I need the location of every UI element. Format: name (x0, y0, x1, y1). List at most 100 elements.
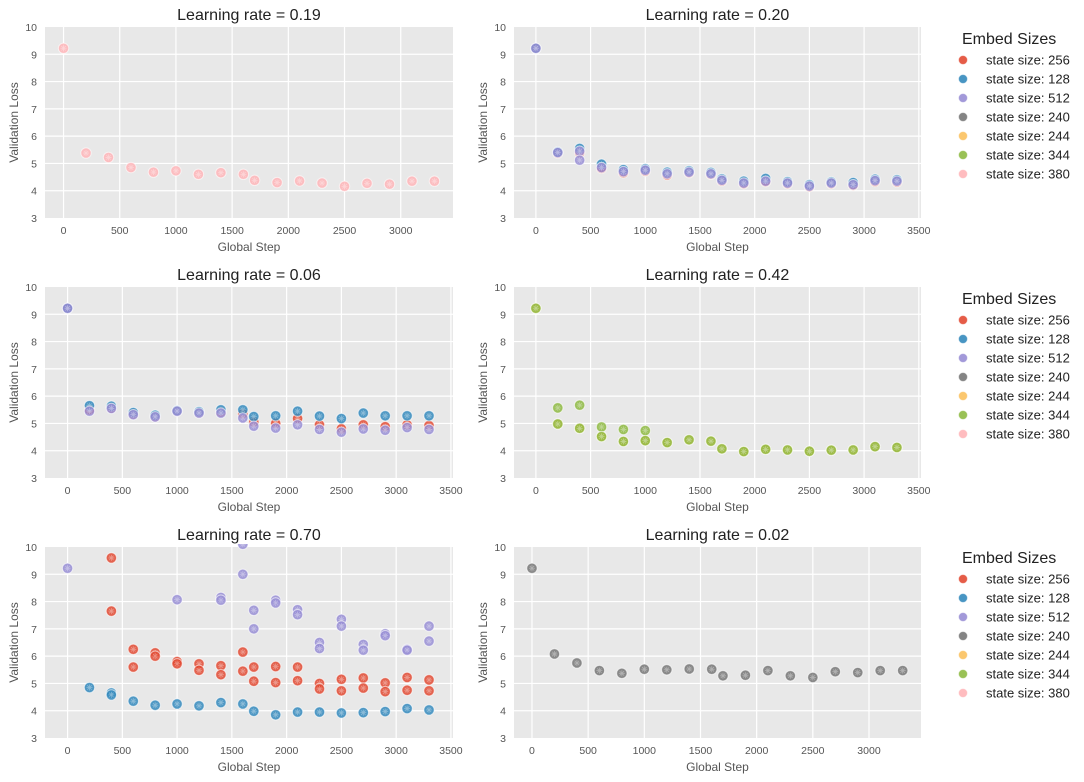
marker-glyph (294, 611, 301, 618)
marker-glyph (341, 183, 348, 190)
marker-glyph (217, 169, 224, 176)
marker-glyph (150, 169, 157, 176)
y-tick-label: 9 (31, 569, 37, 581)
marker-glyph (641, 666, 648, 673)
marker-glyph (240, 171, 247, 178)
legend-label: state size: 244 (986, 389, 1070, 404)
data-point-512 (248, 420, 260, 432)
data-point-380 (147, 166, 160, 178)
data-point-128 (237, 698, 249, 710)
data-point-512 (171, 593, 183, 606)
marker-glyph (338, 709, 345, 716)
data-point-344 (705, 435, 717, 447)
x-tick-label: 1000 (633, 745, 657, 757)
marker-glyph (598, 433, 605, 440)
data-point-256 (171, 658, 183, 670)
marker-glyph (620, 426, 627, 433)
subplot-1: 0 500 1000 1500 2000 2500 3000 3 4 5 6 7 8 9 10 Learnin… (7, 7, 453, 254)
marker-glyph (316, 685, 323, 692)
data-point-512 (61, 302, 74, 314)
data-point-512 (530, 42, 542, 54)
x-tick-label: 1500 (689, 745, 713, 757)
marker-glyph (250, 607, 257, 614)
marker-glyph (239, 406, 246, 413)
data-point-344 (825, 444, 837, 456)
data-point-380 (170, 165, 182, 177)
legend-item-240: state size: 240 (958, 370, 1070, 385)
marker-glyph (108, 554, 115, 561)
x-tick-label: 1000 (165, 745, 189, 757)
marker-glyph (60, 45, 67, 52)
data-point-512 (423, 635, 435, 647)
marker-glyph (217, 671, 224, 678)
marker-glyph (174, 700, 181, 707)
marker-glyph (426, 638, 433, 645)
y-tick-label: 4 (500, 446, 506, 458)
marker-glyph (172, 167, 179, 174)
x-tick-label: 2500 (798, 225, 822, 237)
x-tick-label: 3000 (384, 485, 408, 497)
marker-glyph (296, 177, 303, 184)
legend-marker-icon (958, 650, 968, 660)
marker-glyph (338, 687, 345, 694)
x-tick-label: 0 (533, 485, 539, 497)
marker-glyph (130, 411, 137, 418)
data-point-512 (661, 168, 673, 180)
legend-marker-icon (958, 334, 968, 344)
x-tick-label: 500 (111, 225, 129, 237)
y-tick-label: 3 (31, 473, 37, 485)
legend-marker-icon (958, 574, 968, 584)
x-tick-label: 2000 (743, 485, 767, 497)
series-380 (57, 42, 441, 193)
data-point-344 (639, 434, 651, 447)
legend-item-344: state size: 344 (958, 408, 1070, 423)
marker-glyph (250, 625, 257, 632)
data-point-512 (552, 146, 564, 159)
data-point-256 (269, 660, 282, 673)
legend-marker-icon (958, 391, 968, 401)
marker-glyph (338, 616, 345, 623)
marker-glyph (642, 167, 649, 174)
marker-glyph (663, 666, 670, 673)
marker-glyph (787, 672, 794, 679)
marker-glyph (719, 672, 726, 679)
y-tick-label: 9 (500, 569, 506, 581)
data-point-380 (215, 167, 227, 179)
marker-glyph (642, 437, 649, 444)
legend-label: state size: 256 (986, 313, 1070, 328)
data-point-344 (869, 440, 881, 453)
data-point-128 (83, 681, 96, 694)
marker-glyph (152, 653, 159, 660)
legend-marker-icon (958, 688, 968, 698)
y-tick-label: 6 (500, 131, 506, 143)
data-point-512 (248, 604, 260, 617)
legend-marker-icon (958, 669, 968, 679)
data-point-128 (291, 405, 304, 417)
data-point-128 (423, 704, 435, 716)
marker-glyph (573, 659, 580, 666)
legend-label: state size: 128 (986, 591, 1070, 606)
subplot-title: Learning rate = 0.70 (177, 527, 321, 544)
data-point-512 (573, 154, 586, 166)
marker-glyph (217, 662, 224, 669)
x-tick-label: 500 (579, 745, 597, 757)
marker-glyph (364, 180, 371, 187)
x-tick-label: 2500 (801, 745, 825, 757)
series-128 (83, 681, 435, 721)
data-point-512 (335, 620, 348, 632)
data-point-344 (552, 402, 564, 414)
marker-glyph (152, 702, 159, 709)
data-point-256 (401, 671, 413, 684)
x-tick-label: 3000 (852, 485, 876, 497)
x-tick-label: 2000 (745, 745, 769, 757)
marker-glyph (127, 164, 134, 171)
data-point-128 (269, 709, 282, 721)
y-tick-label: 4 (31, 186, 37, 198)
marker-glyph (250, 708, 257, 715)
marker-glyph (784, 180, 791, 187)
points-layer (61, 544, 435, 721)
marker-glyph (360, 674, 367, 681)
legend-item-256: state size: 256 (958, 572, 1070, 587)
data-point-512 (215, 407, 227, 419)
data-point-240 (616, 667, 628, 680)
